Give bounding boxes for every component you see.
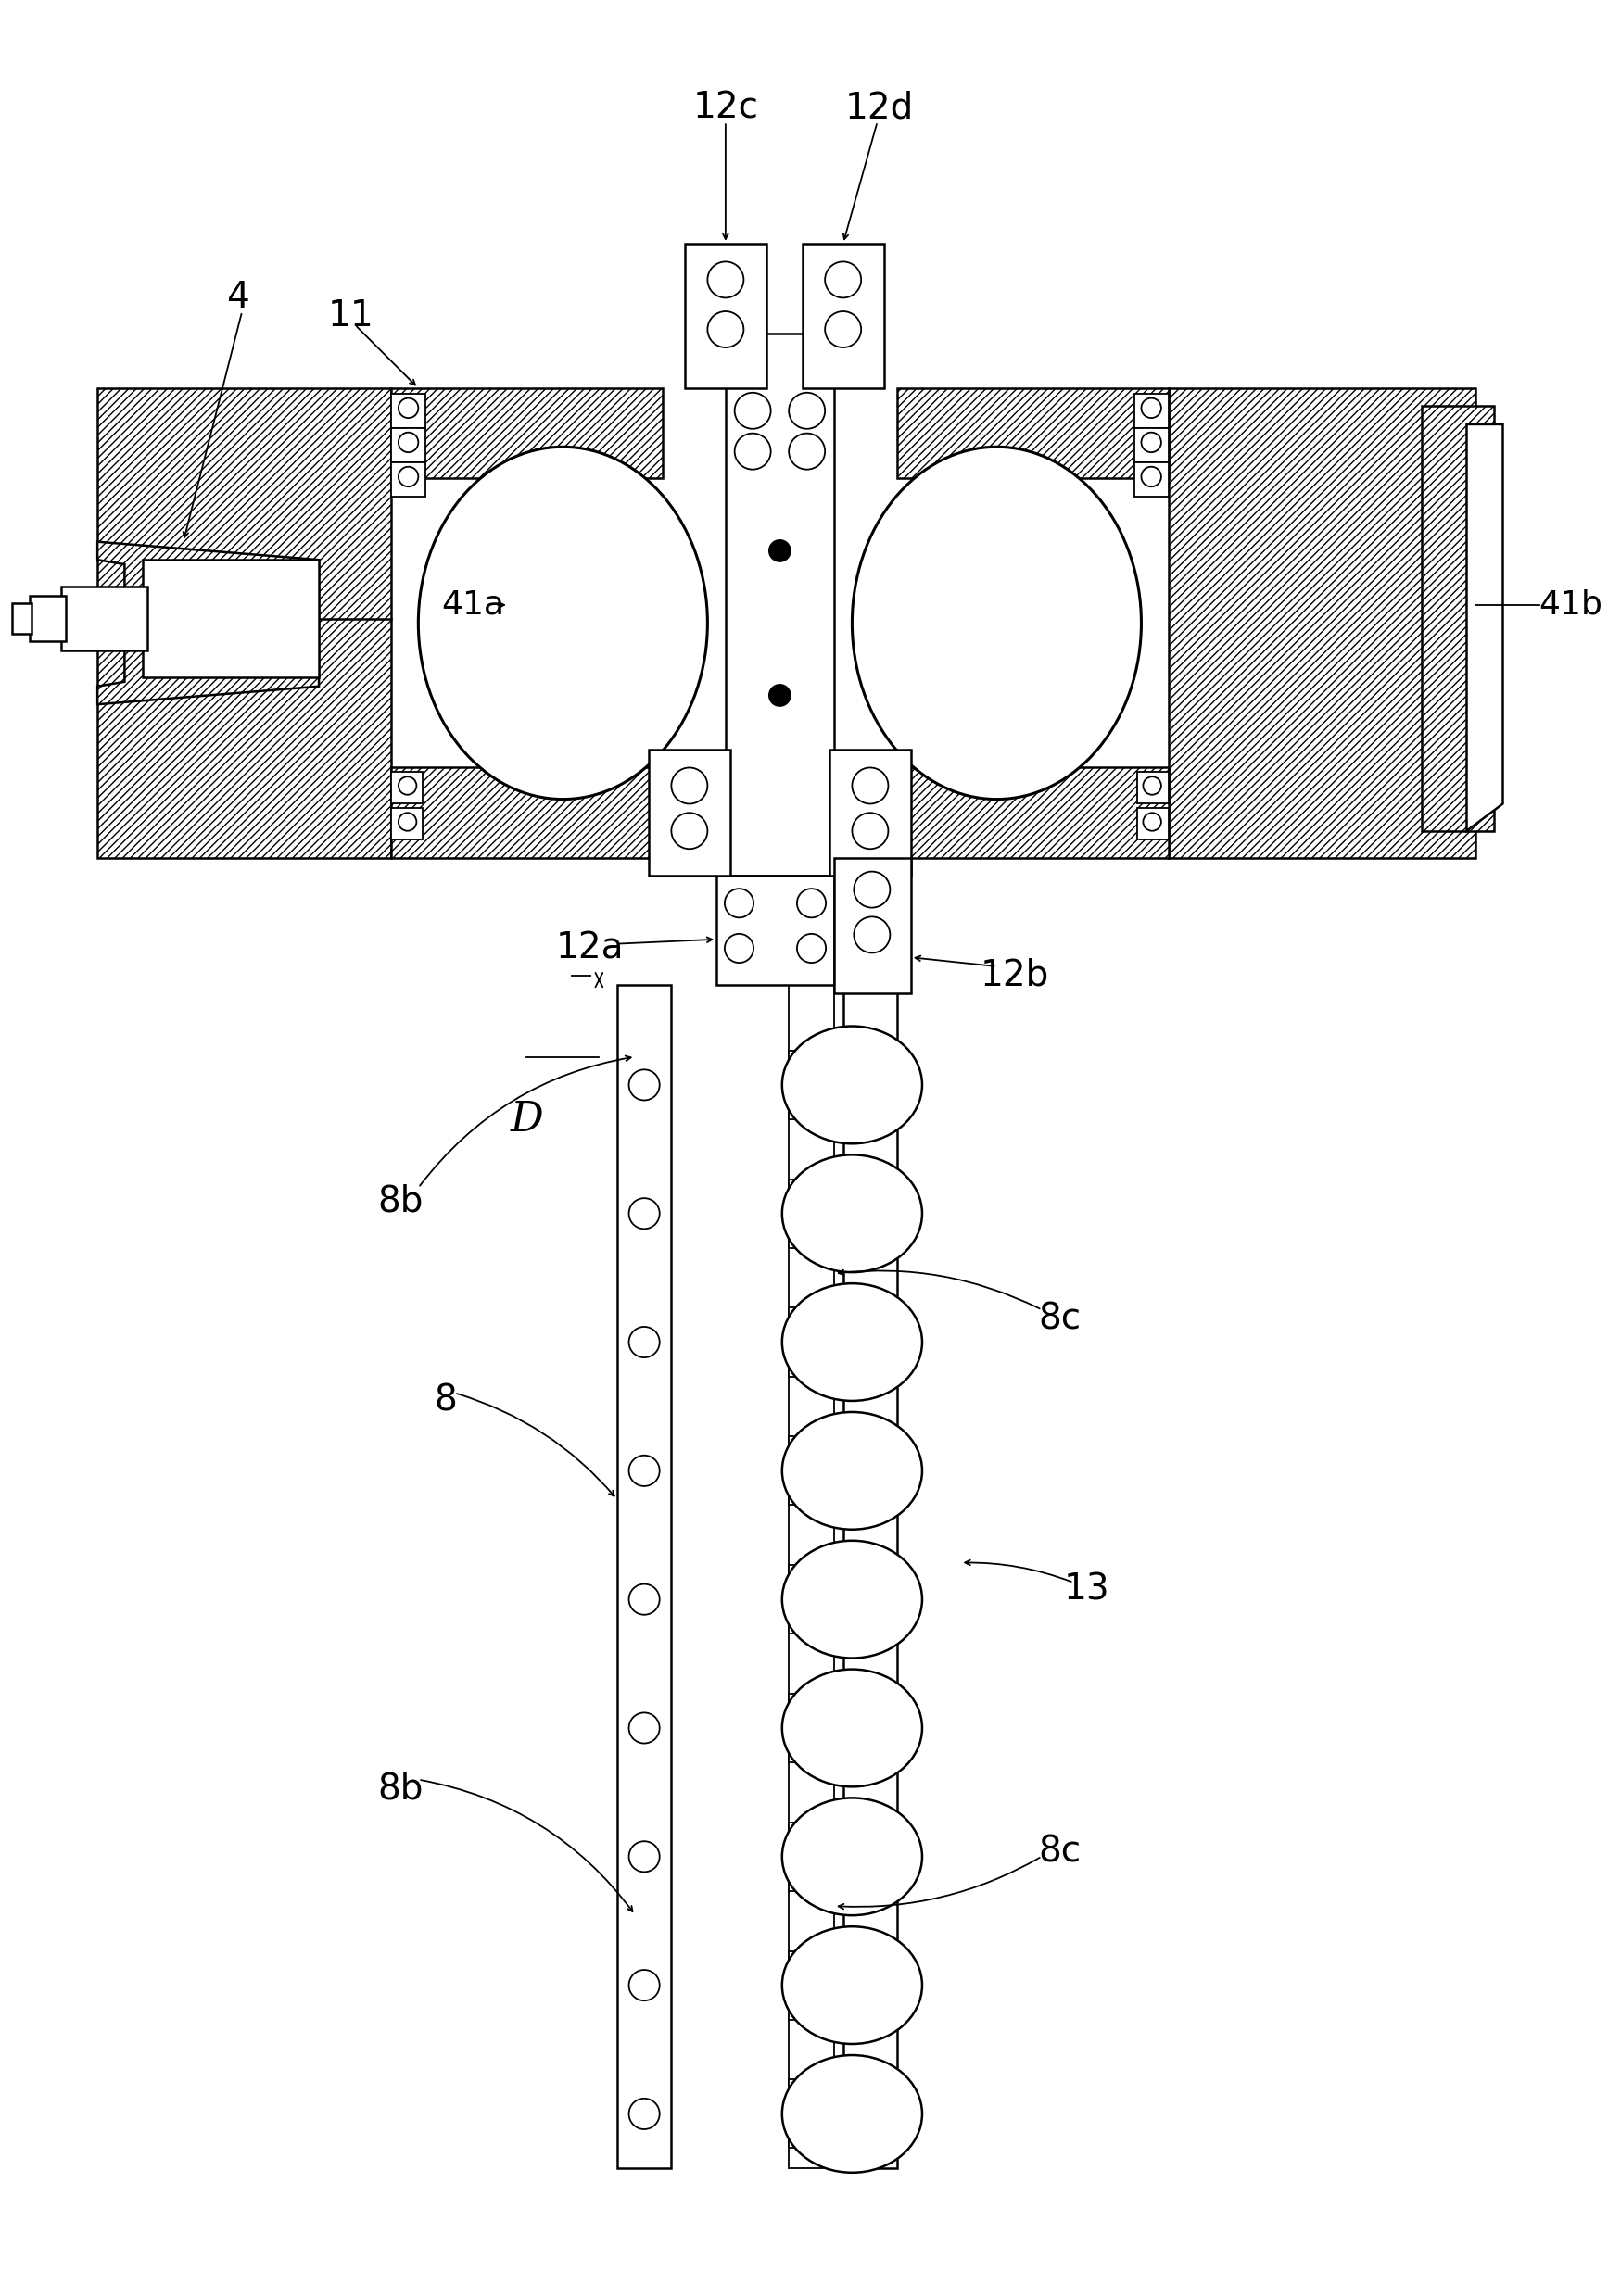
Polygon shape [790,1694,843,1763]
Bar [11,604,32,634]
Text: 13: 13 [1064,1573,1110,1607]
Polygon shape [391,388,662,478]
Polygon shape [790,1437,843,1506]
Bar [391,427,426,461]
Polygon shape [98,388,391,859]
Bar [802,243,884,388]
Polygon shape [790,1566,843,1635]
Text: 12c: 12c [693,90,759,126]
Ellipse shape [781,1412,921,1529]
Polygon shape [98,542,318,705]
Bar [143,560,318,677]
Ellipse shape [781,1026,921,1143]
Polygon shape [1466,425,1503,831]
Text: D: D [510,1100,544,1141]
Ellipse shape [418,448,708,799]
Text: 8b: 8b [378,1185,423,1219]
Ellipse shape [781,1798,921,1915]
Bar [1137,808,1169,840]
Polygon shape [790,1952,843,2020]
Bar [843,985,897,2167]
Text: 41a: 41a [441,590,503,620]
Bar [391,808,423,840]
Bar [617,985,672,2167]
Text: 12b: 12b [981,957,1048,994]
Text: 8: 8 [434,1382,457,1417]
Polygon shape [897,388,1169,478]
Bar [29,597,66,641]
Polygon shape [790,1823,843,1892]
Bar [391,461,426,496]
Bar [391,771,423,804]
Bar [790,985,835,2167]
Text: 8c: 8c [1039,1302,1081,1336]
Ellipse shape [781,1155,921,1272]
Text: 41b: 41b [1539,590,1603,620]
Bar [391,393,426,427]
Polygon shape [790,1309,843,1378]
Bar [61,588,148,650]
Bar [835,859,910,994]
Bar [1134,427,1169,461]
Text: 12d: 12d [844,90,913,126]
Ellipse shape [852,448,1142,799]
Bar [1134,393,1169,427]
Ellipse shape [781,1926,921,2043]
Polygon shape [790,2080,843,2149]
Bar [648,748,730,877]
Polygon shape [1421,406,1494,831]
Polygon shape [1169,388,1476,859]
Bar [717,877,835,985]
Ellipse shape [781,1541,921,1658]
Bar [725,333,835,877]
Ellipse shape [781,2055,921,2172]
Ellipse shape [781,1283,921,1401]
Ellipse shape [781,1669,921,1786]
Bar [1134,461,1169,496]
Polygon shape [790,1052,843,1118]
Polygon shape [790,1180,843,1247]
Text: 11: 11 [328,298,373,333]
Circle shape [769,540,791,563]
Text: 12a: 12a [556,930,624,967]
Polygon shape [897,767,1169,859]
Circle shape [769,684,791,707]
Text: 4: 4 [227,280,249,315]
Bar [685,243,767,388]
Text: 8c: 8c [1039,1835,1081,1869]
Polygon shape [391,767,662,859]
Bar [830,748,910,877]
Text: 8b: 8b [378,1770,423,1807]
Bar [1137,771,1169,804]
